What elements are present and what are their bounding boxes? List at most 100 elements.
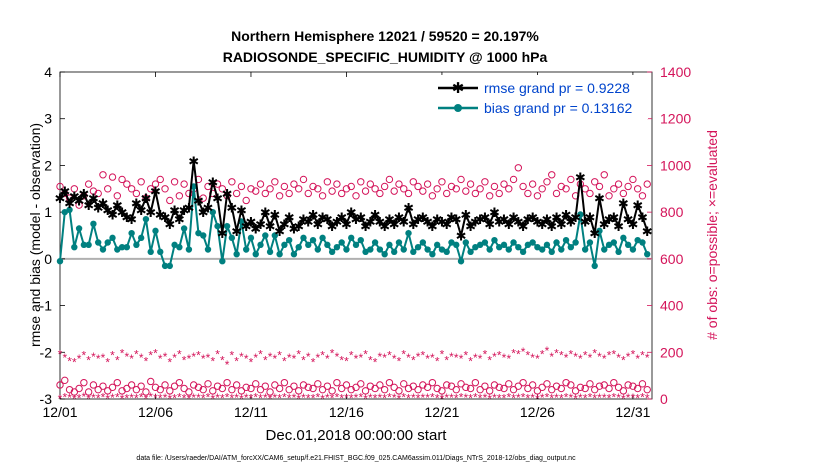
rmse-point: ✱ bbox=[303, 214, 314, 229]
obs-evaluated-point: * bbox=[506, 352, 511, 366]
obs-possible-point bbox=[433, 185, 441, 193]
obs-evaluated-point: * bbox=[478, 392, 483, 406]
obs-evaluated-point: * bbox=[401, 347, 406, 361]
obs-evaluated-point: * bbox=[521, 390, 526, 404]
bias-point bbox=[185, 246, 193, 253]
obs-possible-point bbox=[591, 178, 599, 186]
obs-possible-point bbox=[199, 385, 207, 394]
obs-evaluated-point: * bbox=[554, 391, 559, 405]
rmse-point: ✱ bbox=[78, 186, 89, 201]
obs-evaluated-point: * bbox=[382, 392, 387, 406]
obs-evaluated-point: * bbox=[607, 391, 612, 405]
obs-evaluated-point: * bbox=[120, 346, 125, 360]
obs-possible-point bbox=[118, 175, 126, 184]
rmse-point: ✱ bbox=[551, 210, 562, 225]
obs-evaluated-point: * bbox=[182, 392, 187, 406]
obs-possible-point bbox=[595, 182, 604, 191]
obs-possible-point bbox=[419, 381, 427, 389]
y-right-tick-label: 600 bbox=[660, 251, 684, 267]
bias-point bbox=[572, 239, 579, 246]
plot-area bbox=[59, 71, 653, 400]
rmse-point: ✱ bbox=[389, 217, 400, 232]
bias-point bbox=[66, 206, 73, 214]
bias-point bbox=[438, 246, 446, 253]
obs-possible-point bbox=[89, 381, 98, 389]
rmse-point: ✱ bbox=[627, 217, 638, 232]
obs-possible-point bbox=[242, 196, 250, 205]
obs-possible-point bbox=[419, 187, 427, 195]
obs-evaluated-point: * bbox=[249, 391, 254, 405]
bias-point bbox=[90, 220, 97, 228]
rmse-point: ✱ bbox=[164, 217, 175, 232]
obs-possible-point bbox=[218, 384, 227, 393]
obs-evaluated-point: * bbox=[387, 390, 392, 404]
rmse-point: ✱ bbox=[413, 212, 424, 227]
obs-evaluated-point: * bbox=[287, 351, 292, 365]
y-right-tick-label: 1200 bbox=[660, 111, 691, 127]
rmse-point: ✱ bbox=[580, 214, 591, 229]
obs-possible-point bbox=[290, 180, 298, 188]
obs-evaluated-point: * bbox=[277, 391, 282, 405]
obs-possible-point bbox=[385, 175, 394, 184]
obs-evaluated-point: * bbox=[526, 391, 531, 405]
obs-evaluated-point: * bbox=[58, 392, 63, 406]
obs-evaluated-point: * bbox=[134, 392, 139, 406]
legend-bias-marker bbox=[454, 104, 462, 112]
bias-point bbox=[405, 229, 412, 237]
obs-evaluated-point: * bbox=[640, 349, 645, 363]
bias-point bbox=[223, 222, 231, 230]
obs-evaluated-point: * bbox=[191, 391, 196, 405]
obs-possible-point bbox=[156, 175, 164, 184]
obs-evaluated-point: * bbox=[607, 349, 612, 363]
bias-point bbox=[586, 239, 594, 246]
obs-possible-point bbox=[476, 385, 484, 394]
bias-point bbox=[161, 262, 169, 270]
obs-possible-point bbox=[256, 385, 265, 394]
obs-possible-point bbox=[395, 387, 403, 395]
obs-evaluated-point: * bbox=[72, 392, 77, 406]
bias-point bbox=[376, 246, 384, 253]
obs-possible-point bbox=[638, 192, 647, 200]
obs-evaluated-point: * bbox=[325, 391, 330, 405]
obs-possible-point bbox=[533, 387, 542, 395]
bias-point bbox=[515, 243, 522, 251]
obs-evaluated-point: * bbox=[545, 391, 550, 405]
obs-possible-point bbox=[151, 180, 160, 188]
rmse-point: ✱ bbox=[269, 207, 280, 222]
obs-evaluated-point: * bbox=[287, 392, 292, 406]
bias-point bbox=[443, 248, 450, 256]
obs-evaluated-point: * bbox=[363, 392, 368, 406]
obs-evaluated-point: * bbox=[139, 351, 144, 365]
rmse-point: ✱ bbox=[599, 217, 610, 232]
obs-possible-point bbox=[170, 178, 179, 186]
bias-point bbox=[457, 257, 465, 265]
rmse-point: ✱ bbox=[446, 210, 457, 225]
obs-evaluated-point: * bbox=[535, 352, 540, 366]
bias-point bbox=[433, 241, 441, 249]
obs-evaluated-point: * bbox=[163, 350, 168, 364]
obs-possible-point bbox=[624, 182, 632, 191]
obs-possible-point bbox=[400, 380, 408, 388]
obs-evaluated-point: * bbox=[225, 390, 230, 404]
rmse-point: ✱ bbox=[575, 170, 586, 185]
bias-point bbox=[624, 241, 632, 249]
obs-possible-point bbox=[61, 376, 69, 385]
rmse-point: ✱ bbox=[293, 219, 304, 234]
obs-evaluated-point: * bbox=[86, 392, 91, 406]
obs-possible-point bbox=[395, 180, 403, 188]
rmse-point: ✱ bbox=[265, 219, 276, 234]
obs-possible-point bbox=[213, 382, 222, 390]
bias-point bbox=[75, 225, 83, 232]
bias-point bbox=[85, 241, 92, 249]
obs-evaluated-point: * bbox=[67, 354, 72, 368]
obs-evaluated-point: * bbox=[244, 352, 249, 366]
obs-possible-point bbox=[56, 182, 64, 191]
obs-possible-point bbox=[347, 182, 355, 191]
bias-point bbox=[214, 222, 221, 230]
bias-point bbox=[367, 246, 374, 253]
obs-possible-point bbox=[643, 385, 651, 394]
obs-evaluated-point: * bbox=[273, 391, 278, 405]
obs-possible-point bbox=[337, 384, 346, 393]
obs-evaluated-point: * bbox=[110, 391, 115, 405]
rmse-point: ✱ bbox=[107, 207, 118, 222]
